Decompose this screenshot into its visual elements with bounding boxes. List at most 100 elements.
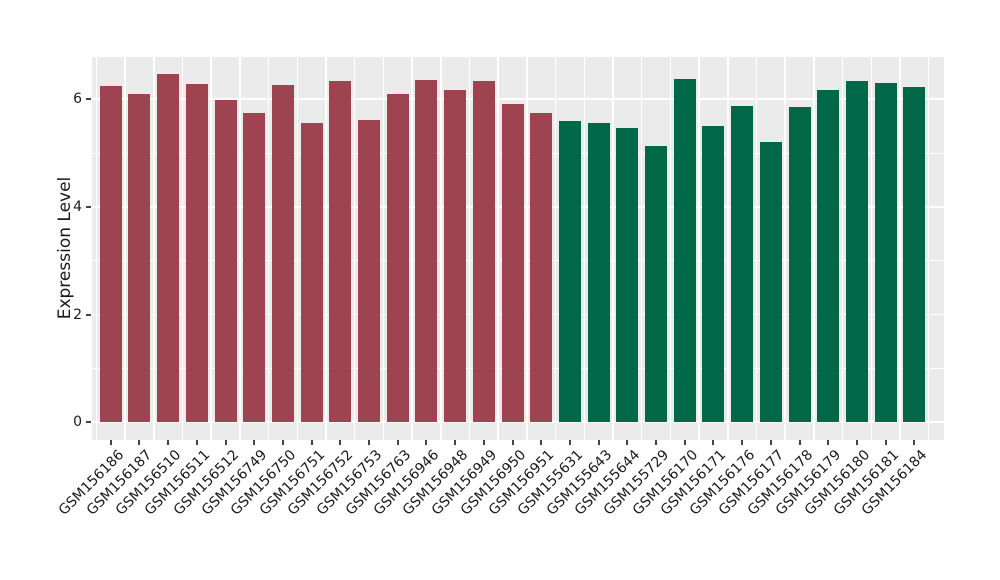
x-tick: [482, 440, 485, 445]
bar: [243, 112, 266, 423]
bar: [874, 82, 897, 423]
gridline-v: [353, 57, 356, 440]
x-tick: [683, 440, 686, 445]
bar: [759, 142, 782, 423]
gridline-v: [698, 57, 700, 440]
gridline-v: [927, 57, 930, 440]
bar: [673, 78, 696, 423]
x-tick: [568, 440, 571, 445]
gridline-v: [612, 57, 614, 440]
gridline-h-major: [92, 98, 944, 101]
bar: [128, 93, 151, 423]
x-tick: [253, 440, 256, 445]
gridline-v: [526, 57, 528, 440]
gridline-v: [784, 57, 786, 440]
bar: [616, 128, 639, 423]
x-tick: [626, 440, 629, 445]
bar: [530, 113, 553, 423]
gridline-v: [583, 57, 585, 440]
y-tick: [86, 421, 91, 424]
x-tick: [712, 440, 715, 445]
y-tick-label: 4: [73, 198, 82, 215]
bar: [185, 83, 208, 423]
y-tick: [86, 98, 91, 101]
gridline-v: [640, 57, 643, 440]
x-tick: [281, 440, 284, 445]
bar: [845, 81, 868, 423]
x-tick: [310, 440, 313, 445]
gridline-v: [899, 57, 901, 440]
gridline-v: [95, 57, 98, 440]
x-tick: [827, 440, 830, 445]
gridline-v: [411, 57, 413, 440]
bar: [731, 106, 754, 423]
gridline-v: [239, 57, 241, 440]
bar: [271, 85, 294, 423]
x-tick: [138, 440, 141, 445]
gridline-v: [727, 57, 729, 440]
y-tick: [86, 205, 91, 208]
gridline-v: [497, 57, 499, 440]
bar: [817, 90, 840, 423]
bar: [903, 86, 926, 423]
bar: [645, 145, 667, 423]
bar: [358, 119, 380, 423]
bar: [702, 125, 725, 423]
x-tick: [339, 440, 342, 445]
x-tick: [741, 440, 744, 445]
bar: [214, 99, 237, 423]
gridline-v: [296, 57, 298, 440]
bar: [157, 73, 180, 423]
bar: [472, 81, 495, 423]
x-tick: [884, 440, 887, 445]
x-tick: [454, 440, 457, 445]
x-tick: [511, 440, 514, 445]
x-tick: [195, 440, 198, 445]
bar: [558, 121, 581, 423]
gridline-v: [841, 57, 844, 440]
x-tick: [425, 440, 428, 445]
gridline-v: [153, 57, 155, 440]
bar: [788, 106, 811, 423]
x-tick: [167, 440, 170, 445]
x-tick: [368, 440, 370, 445]
gridline-v: [382, 57, 385, 440]
bar: [587, 122, 610, 423]
bar: [386, 93, 409, 423]
gridline-v: [669, 57, 672, 440]
y-tick: [86, 313, 91, 316]
gridline-v: [124, 57, 126, 440]
x-tick: [597, 440, 600, 445]
y-tick-label: 0: [73, 414, 82, 431]
gridline-v: [325, 57, 327, 440]
gridline-v: [468, 57, 471, 440]
bar: [329, 81, 352, 423]
bar: [99, 85, 122, 423]
gridline-v: [267, 57, 270, 440]
gridline-v: [554, 57, 557, 440]
y-tick-label: 6: [73, 91, 82, 108]
x-tick: [224, 440, 227, 445]
x-tick: [913, 440, 916, 445]
bar: [300, 123, 323, 423]
bar: [444, 89, 467, 423]
x-tick: [798, 440, 801, 445]
x-tick: [109, 440, 112, 445]
gridline-v: [870, 57, 872, 440]
gridline-v: [440, 57, 442, 440]
x-tick: [540, 440, 543, 445]
gridline-v: [813, 57, 815, 440]
bar: [501, 104, 524, 423]
x-tick: [396, 440, 399, 445]
gridline-v: [755, 57, 758, 440]
gridline-h-major: [92, 421, 944, 424]
y-tick-label: 2: [73, 306, 82, 323]
bar: [415, 80, 438, 423]
x-tick: [769, 440, 772, 445]
plot-panel: [92, 57, 944, 440]
x-tick: [655, 440, 657, 445]
x-tick: [855, 440, 858, 445]
gridline-v: [181, 57, 184, 440]
gridline-v: [210, 57, 212, 440]
